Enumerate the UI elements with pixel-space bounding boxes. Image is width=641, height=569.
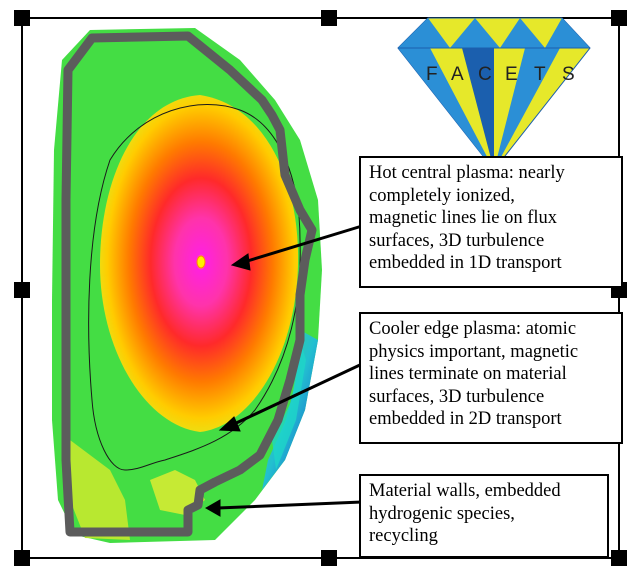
callout-line: Hot central plasma: nearly [369, 163, 565, 183]
callout-line: physics important, magnetic [369, 341, 579, 362]
frame-corner-marker [321, 10, 337, 26]
callout-line: embedded in 2D transport [369, 409, 562, 429]
magnetic-axis [196, 255, 206, 269]
frame-corner-marker [14, 10, 30, 26]
logo-facet [398, 18, 450, 48]
facets-logo: F A C E T S [397, 17, 591, 171]
callout-material-walls: Material walls, embedded hydrogenic spec… [359, 474, 609, 558]
material-wall [61, 31, 317, 537]
plasma-cyan-band [272, 340, 306, 470]
frame-corner-marker [611, 550, 627, 566]
divertor-region [70, 440, 130, 540]
callout-line: Cooler edge plasma: atomic [369, 319, 577, 339]
callout-line: surfaces, 3D turbulence [369, 230, 545, 251]
logo-letter: C [478, 64, 492, 85]
frame-corner-marker [611, 10, 627, 26]
logo-letter: E [505, 64, 518, 85]
callout-line: embedded in 1D transport [369, 253, 562, 273]
callout-line: hydrogenic species, [369, 503, 515, 524]
logo-letter: F [426, 64, 438, 85]
logo-facet [398, 48, 494, 170]
arrow-wall [204, 499, 363, 517]
logo-letter: S [562, 64, 575, 85]
logo-letter: T [534, 64, 546, 85]
callout-hot-plasma: Hot central plasma: nearly completely io… [359, 156, 623, 288]
frame-corner-marker [14, 550, 30, 566]
callout-line: completely ionized, [369, 185, 515, 206]
frame-corner-marker [14, 282, 30, 298]
logo-facet [545, 18, 590, 48]
callout-line: surfaces, 3D turbulence [369, 386, 545, 407]
callout-line: magnetic lines lie on flux [369, 208, 558, 228]
callout-line: recycling [369, 526, 438, 546]
callout-line: lines terminate on material [369, 364, 567, 384]
callout-line: Material walls, embedded [369, 481, 561, 501]
arrow-edge [218, 362, 363, 432]
logo-facet [494, 48, 560, 170]
logo-facet [462, 48, 494, 170]
callout-edge-plasma: Cooler edge plasma: atomic physics impor… [359, 312, 623, 444]
arrow-hot [230, 224, 363, 271]
frame-corner-marker [321, 550, 337, 566]
logo-letter: A [451, 64, 464, 85]
logo-facet [500, 18, 545, 48]
logo-facet [450, 18, 500, 48]
